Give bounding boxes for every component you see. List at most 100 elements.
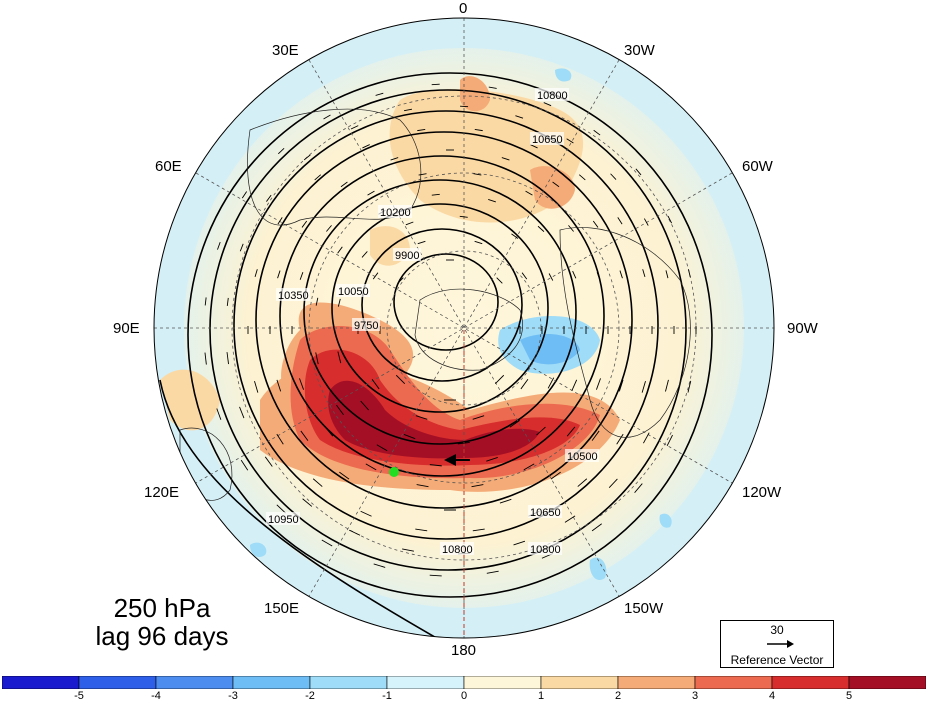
wind-vector	[226, 297, 229, 306]
colorbar-tick-label: 1	[537, 690, 545, 702]
wind-vector	[302, 498, 313, 507]
wind-vector	[403, 434, 416, 440]
contour-label: 10800	[442, 544, 473, 556]
wind-vector	[688, 269, 691, 278]
colorbar-tick-label: 3	[691, 690, 699, 702]
wind-vector	[277, 270, 281, 279]
lon-label-30e: 30E	[272, 42, 299, 59]
colorbar-swatch	[309, 676, 388, 689]
wind-vector	[687, 380, 692, 393]
colorbar-swatch	[771, 676, 850, 689]
wind-vector	[312, 478, 323, 487]
wind-vector	[520, 378, 529, 390]
wind-vector	[530, 144, 538, 149]
wind-vector	[592, 220, 599, 228]
lon-label-150e: 150E	[264, 600, 300, 617]
colorbar-tick-label: -2	[305, 690, 315, 702]
contour-label-group: 10800 10650 10500 10350 10200 10050 9900…	[266, 88, 599, 556]
colorbar-tick-label: 5	[845, 690, 853, 702]
pressure-level-title: 250 hPa	[113, 593, 211, 623]
lon-label-180: 180	[451, 642, 477, 659]
wind-vector	[416, 484, 429, 488]
wind-vector	[415, 415, 428, 420]
wind-vector	[204, 352, 207, 365]
wind-vector	[277, 147, 285, 155]
wind-vector	[537, 225, 545, 232]
wind-vector	[324, 426, 334, 437]
wind-vector	[568, 225, 574, 232]
wind-vector	[415, 528, 428, 532]
wind-vector	[429, 574, 442, 577]
wind-vector	[577, 478, 588, 487]
wind-vector	[473, 173, 482, 176]
contour-label: 10950	[268, 514, 299, 526]
wind-vector	[336, 404, 344, 416]
wind-vector	[300, 430, 309, 441]
wind-vector	[349, 529, 361, 536]
wind-vector	[405, 221, 414, 226]
wind-vector	[241, 191, 248, 199]
wind-vector	[339, 471, 350, 480]
colorbar-swatch	[848, 676, 926, 689]
wind-vector	[486, 570, 499, 574]
wind-vector	[326, 225, 332, 232]
wind-vector	[509, 420, 520, 428]
wind-vector	[543, 102, 552, 107]
wind-vector	[362, 144, 370, 149]
wind-vector	[276, 504, 286, 514]
wind-vector	[472, 528, 485, 532]
colorbar-tick-label: -1	[382, 690, 392, 702]
wind-vector	[266, 194, 272, 202]
colorbar-swatch	[694, 676, 773, 689]
colorbar-swatch	[78, 676, 157, 689]
highlight-marker	[389, 467, 399, 477]
wind-vector	[472, 415, 485, 420]
colorbar-tick-label: -3	[228, 690, 238, 702]
wind-vector	[474, 240, 483, 245]
wind-vector	[429, 464, 442, 467]
reference-vector-box: 30 Reference Vector	[720, 620, 834, 668]
wind-vector	[264, 456, 273, 467]
wind-vector	[299, 272, 304, 280]
wind-vector	[360, 400, 369, 411]
wind-vector	[277, 217, 283, 225]
wind-vector	[547, 377, 555, 389]
colorbar-swatch	[463, 676, 542, 689]
wind-vector	[372, 272, 379, 280]
wind-vector	[499, 498, 512, 504]
colorbar-tick-label: -5	[74, 690, 84, 702]
wind-vector	[536, 426, 546, 436]
lon-label-90w: 90W	[787, 320, 818, 337]
wind-vector	[375, 92, 384, 96]
wind-vector	[474, 129, 483, 132]
wind-vector	[564, 515, 576, 523]
wind-vector	[486, 457, 498, 462]
wind-vector	[566, 426, 576, 437]
wind-vector	[488, 198, 496, 203]
wind-vector	[217, 241, 221, 250]
wind-vector	[395, 374, 406, 385]
anomaly-shading	[160, 68, 672, 580]
wind-vector	[593, 129, 601, 136]
wind-vector	[642, 269, 646, 278]
wind-vector	[515, 115, 524, 119]
colorbar-tick-label: 2	[614, 690, 622, 702]
wind-vector	[616, 433, 624, 445]
wind-vector	[367, 190, 375, 196]
lon-label-120e: 120E	[144, 484, 180, 501]
wind-vector	[361, 251, 368, 258]
wind-vector	[578, 174, 586, 181]
wind-vector	[371, 378, 380, 390]
contour-label: 10350	[278, 290, 309, 302]
wind-vector	[390, 157, 399, 161]
contour-label: 10050	[338, 286, 369, 298]
wind-vector	[216, 408, 222, 420]
wind-vector	[323, 114, 331, 120]
lon-label-60w: 60W	[742, 158, 773, 175]
wind-vector	[417, 240, 426, 245]
wind-vector	[254, 381, 259, 393]
wind-vector	[634, 483, 643, 494]
lon-label-60e: 60E	[155, 158, 182, 175]
wind-vector	[521, 272, 528, 280]
